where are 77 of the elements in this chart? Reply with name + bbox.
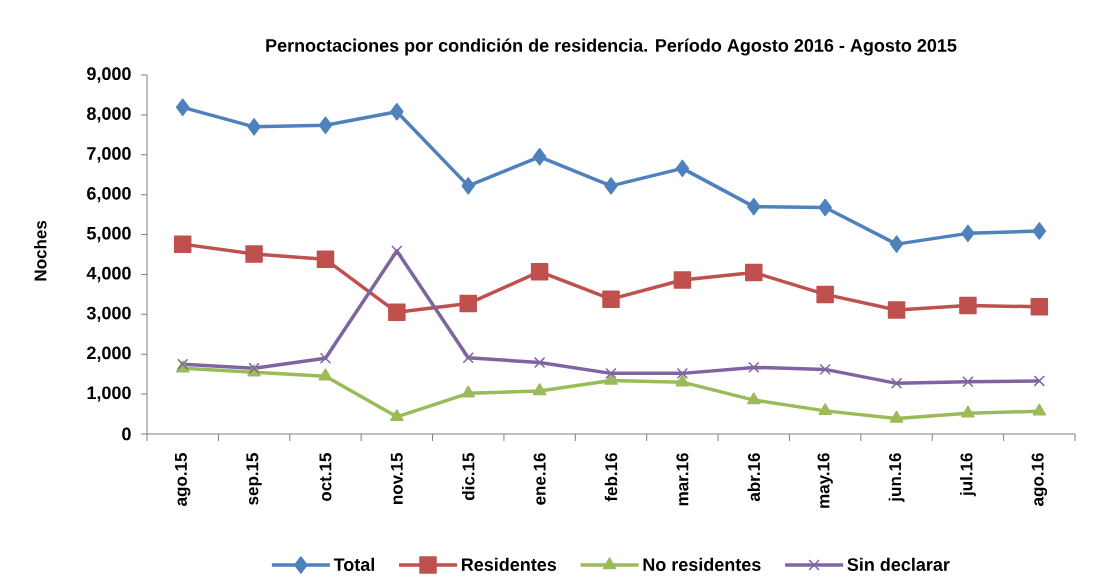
point [533, 356, 546, 369]
point [461, 385, 476, 398]
point [816, 285, 834, 304]
point [962, 376, 974, 388]
point [746, 392, 761, 405]
chart-title: Pernoctaciones por condición de residencia. Período Agosto 2016 - Agosto 2015 [266, 38, 957, 56]
x-tick-label: jun.16 [888, 453, 905, 502]
point [462, 352, 474, 364]
point [388, 303, 406, 322]
point [819, 363, 831, 376]
legend-label: No residentes [643, 557, 761, 571]
y-tick-label: 2,000 [87, 346, 131, 362]
x-tick-label: feb.16 [604, 453, 618, 502]
point [818, 198, 832, 217]
point [961, 405, 975, 418]
point [1032, 403, 1047, 416]
x-tick-label: ago.15 [175, 453, 191, 506]
point [1030, 298, 1049, 316]
x-tick-label: ago.16 [1031, 453, 1048, 506]
point [604, 177, 618, 195]
point [887, 301, 906, 319]
point [959, 296, 977, 315]
point [461, 177, 475, 195]
point [247, 118, 261, 136]
y-tick-label: 0 [122, 427, 131, 441]
point [390, 409, 404, 422]
point [604, 372, 618, 385]
point [890, 377, 903, 390]
point [316, 250, 335, 269]
x-tick-label: may.16 [817, 453, 833, 508]
point [532, 148, 547, 166]
x-tick-label: abr.16 [747, 453, 761, 502]
point [318, 368, 333, 381]
point [745, 263, 763, 282]
point [1032, 222, 1047, 240]
y-tick-label: 6,000 [87, 186, 131, 203]
y-tick-label: 3,000 [86, 306, 131, 323]
y-tick-label: 7,000 [87, 147, 131, 163]
legend-label: Residentes [461, 557, 557, 571]
y-tick-label: 5,000 [86, 226, 131, 243]
point [532, 383, 547, 396]
point [1033, 375, 1046, 387]
point [889, 235, 904, 253]
point [673, 271, 692, 289]
point [602, 290, 620, 308]
y-axis-title: Noches [34, 220, 47, 281]
point [175, 98, 190, 117]
point [530, 262, 549, 281]
point [391, 245, 403, 257]
y-tick-label: 4,000 [86, 266, 131, 283]
point [319, 352, 332, 364]
point [605, 367, 617, 380]
point [676, 367, 689, 380]
point [390, 102, 404, 121]
point [318, 116, 333, 135]
x-tick-label: mar.16 [676, 453, 689, 506]
point [245, 245, 263, 263]
point [675, 374, 690, 387]
point [889, 410, 904, 423]
point [459, 294, 477, 313]
y-tick-label: 1,000 [87, 386, 131, 402]
x-tick-label: jul.16 [960, 453, 976, 497]
x-tick-label: sep.15 [246, 453, 262, 505]
x-tick-label: oct.15 [319, 453, 332, 502]
point [748, 361, 760, 374]
point [961, 224, 975, 243]
point [747, 197, 761, 216]
x-tick-label: dic.15 [462, 453, 475, 501]
legend-label: Sin declarar [847, 557, 950, 571]
y-tick-label: 9,000 [87, 67, 131, 83]
x-tick-label: nov.15 [390, 453, 403, 505]
point [173, 235, 192, 253]
x-tick-label: ene.16 [533, 453, 546, 505]
point [818, 403, 832, 416]
point [675, 159, 690, 178]
y-tick-label: 8,000 [86, 107, 131, 123]
legend-label: Total [333, 557, 375, 571]
